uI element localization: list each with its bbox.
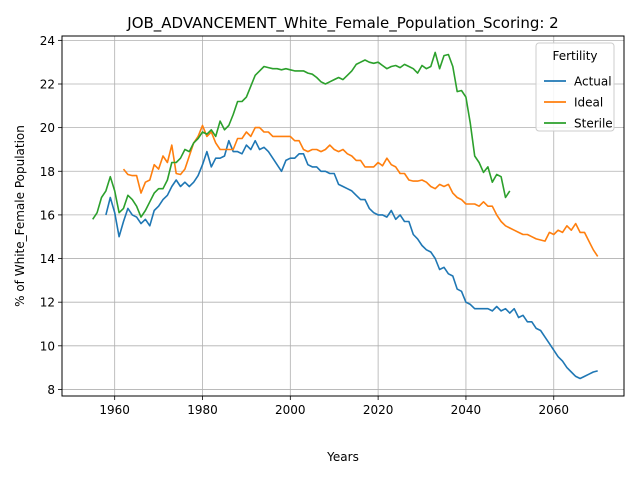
chart-title: JOB_ADVANCEMENT_White_Female_Population_… [126,14,558,33]
y-tick-label: 24 [40,34,55,48]
legend-label-actual: Actual [574,75,612,89]
series-line-sterile [92,51,511,220]
x-tick-label: 2000 [275,403,306,417]
x-tick-label: 2060 [538,403,569,417]
y-tick-label: 18 [40,165,55,179]
y-tick-label: 12 [40,296,55,310]
y-tick-label: 20 [40,121,55,135]
plot-area-frame [61,35,625,397]
y-axis-label: % of White_Female Population [13,125,27,307]
x-tick-label: 2040 [451,403,482,417]
x-tick-label: 1960 [99,403,130,417]
ticks-layer: 1960 1980 2000 2020 2040 2060 8 10 12 14 16 18 20 22 2… [40,34,569,417]
y-tick-label: 16 [40,208,55,222]
legend-box [535,42,615,132]
series-layer [92,51,599,380]
series-line-ideal [122,124,599,257]
legend: Fertility Actual Ideal Sterile [535,42,615,132]
x-tick-label: 2020 [363,403,394,417]
series-line-actual [105,139,598,380]
y-tick-label: 14 [40,252,55,266]
x-axis-label: Years [326,450,359,464]
grid-layer [62,36,624,396]
y-tick-label: 8 [47,383,55,397]
y-tick-label: 22 [40,78,55,92]
legend-label-sterile: Sterile [574,117,613,131]
x-tick-label: 1980 [187,403,218,417]
legend-label-ideal: Ideal [574,96,603,110]
y-tick-label: 10 [40,339,55,353]
legend-title: Fertility [552,49,597,63]
